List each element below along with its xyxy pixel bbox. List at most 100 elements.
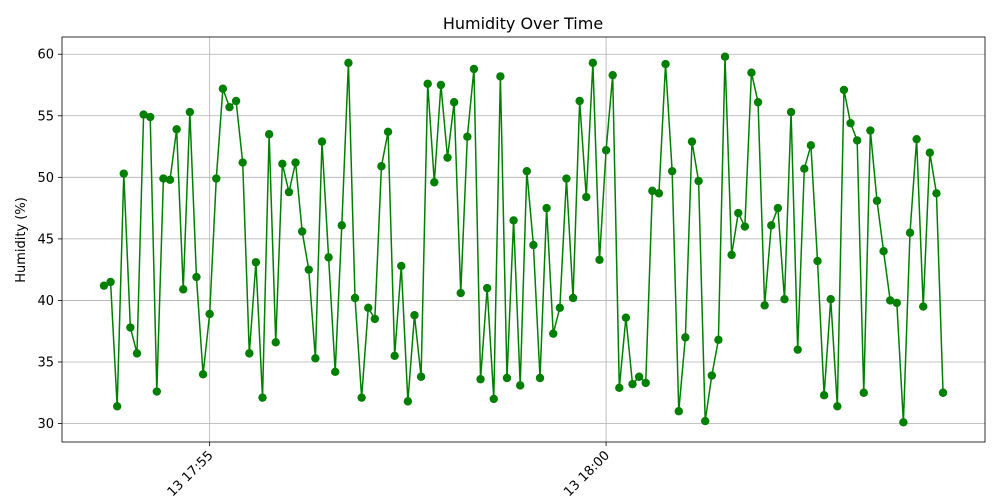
data-point <box>397 261 406 271</box>
data-point <box>159 174 168 183</box>
data-point <box>601 146 611 155</box>
data-point <box>740 222 750 231</box>
data-point <box>681 333 690 342</box>
data-point <box>509 216 518 225</box>
data-point <box>502 373 512 383</box>
data-point <box>476 375 485 384</box>
data-point <box>872 196 882 205</box>
data-point <box>555 303 565 313</box>
data-point <box>634 372 644 381</box>
data-point <box>767 221 776 230</box>
data-point <box>694 176 703 186</box>
data-point <box>238 158 247 167</box>
data-point <box>278 159 287 168</box>
data-point <box>700 416 710 426</box>
data-point <box>839 85 849 95</box>
data-point <box>482 283 492 293</box>
data-point <box>331 367 340 377</box>
data-point <box>291 158 300 167</box>
data-point <box>641 378 650 388</box>
data-point <box>317 137 327 146</box>
data-point <box>489 394 498 404</box>
data-point <box>152 387 162 396</box>
data-point <box>892 298 901 308</box>
data-point <box>443 153 452 162</box>
data-point <box>621 313 631 322</box>
data-point <box>813 256 822 266</box>
plot-frame <box>61 36 986 443</box>
data-point <box>522 166 532 176</box>
data-point <box>806 141 816 150</box>
data-point <box>852 136 862 145</box>
data-point <box>793 345 802 354</box>
data-point <box>515 381 525 390</box>
data-point <box>469 64 479 74</box>
data-point <box>846 118 855 128</box>
data-point <box>833 402 842 411</box>
y-tick-label: 50 <box>37 171 54 186</box>
series-line <box>103 56 944 423</box>
y-tick-label: 60 <box>37 48 54 63</box>
data-point <box>139 110 148 119</box>
data-point <box>212 174 221 183</box>
data-point <box>231 96 241 106</box>
data-point <box>225 102 234 112</box>
data-point <box>714 335 723 345</box>
data-point <box>377 162 386 171</box>
data-point <box>172 125 181 134</box>
data-point <box>218 84 228 93</box>
data-point <box>753 98 763 107</box>
data-point <box>720 52 730 61</box>
data-point <box>773 203 783 213</box>
data-point <box>588 58 598 68</box>
data-point <box>727 250 736 260</box>
data-point <box>403 397 413 406</box>
data-point <box>819 391 829 400</box>
data-point <box>423 79 432 88</box>
data-point <box>258 393 267 402</box>
data-point <box>582 192 591 202</box>
data-point <box>383 127 393 136</box>
data-point <box>542 203 551 213</box>
data-point <box>112 402 122 411</box>
data-point <box>879 246 888 256</box>
data-point <box>595 255 604 265</box>
y-tick-label: 30 <box>37 417 54 432</box>
data-point <box>146 112 155 122</box>
data-point <box>284 187 294 197</box>
data-point <box>297 227 307 236</box>
data-point <box>304 265 313 274</box>
data-point <box>456 288 465 298</box>
data-point <box>780 295 789 304</box>
data-point <box>912 134 921 144</box>
data-point <box>919 302 928 311</box>
data-point <box>661 59 670 69</box>
data-point <box>687 137 697 146</box>
y-tick-label: 35 <box>37 355 54 370</box>
data-point <box>899 418 908 427</box>
data-point <box>449 98 459 107</box>
data-point <box>430 178 439 187</box>
data-point <box>628 379 637 389</box>
data-point <box>826 295 835 304</box>
data-point <box>324 253 333 262</box>
data-point <box>337 221 347 230</box>
data-point <box>760 301 769 310</box>
data-point <box>938 388 948 397</box>
data-point <box>251 258 261 267</box>
data-point <box>416 372 426 381</box>
data-point <box>562 174 571 183</box>
data-point <box>106 277 115 287</box>
data-point <box>885 296 895 305</box>
data-point <box>357 393 366 402</box>
data-point <box>932 189 941 198</box>
data-point <box>535 373 545 383</box>
y-tick-label: 40 <box>37 294 54 309</box>
data-point <box>747 68 756 77</box>
data-point <box>344 58 353 68</box>
data-point <box>185 107 195 117</box>
data-point <box>654 189 664 198</box>
data-point <box>271 338 280 347</box>
data-point <box>165 175 175 184</box>
